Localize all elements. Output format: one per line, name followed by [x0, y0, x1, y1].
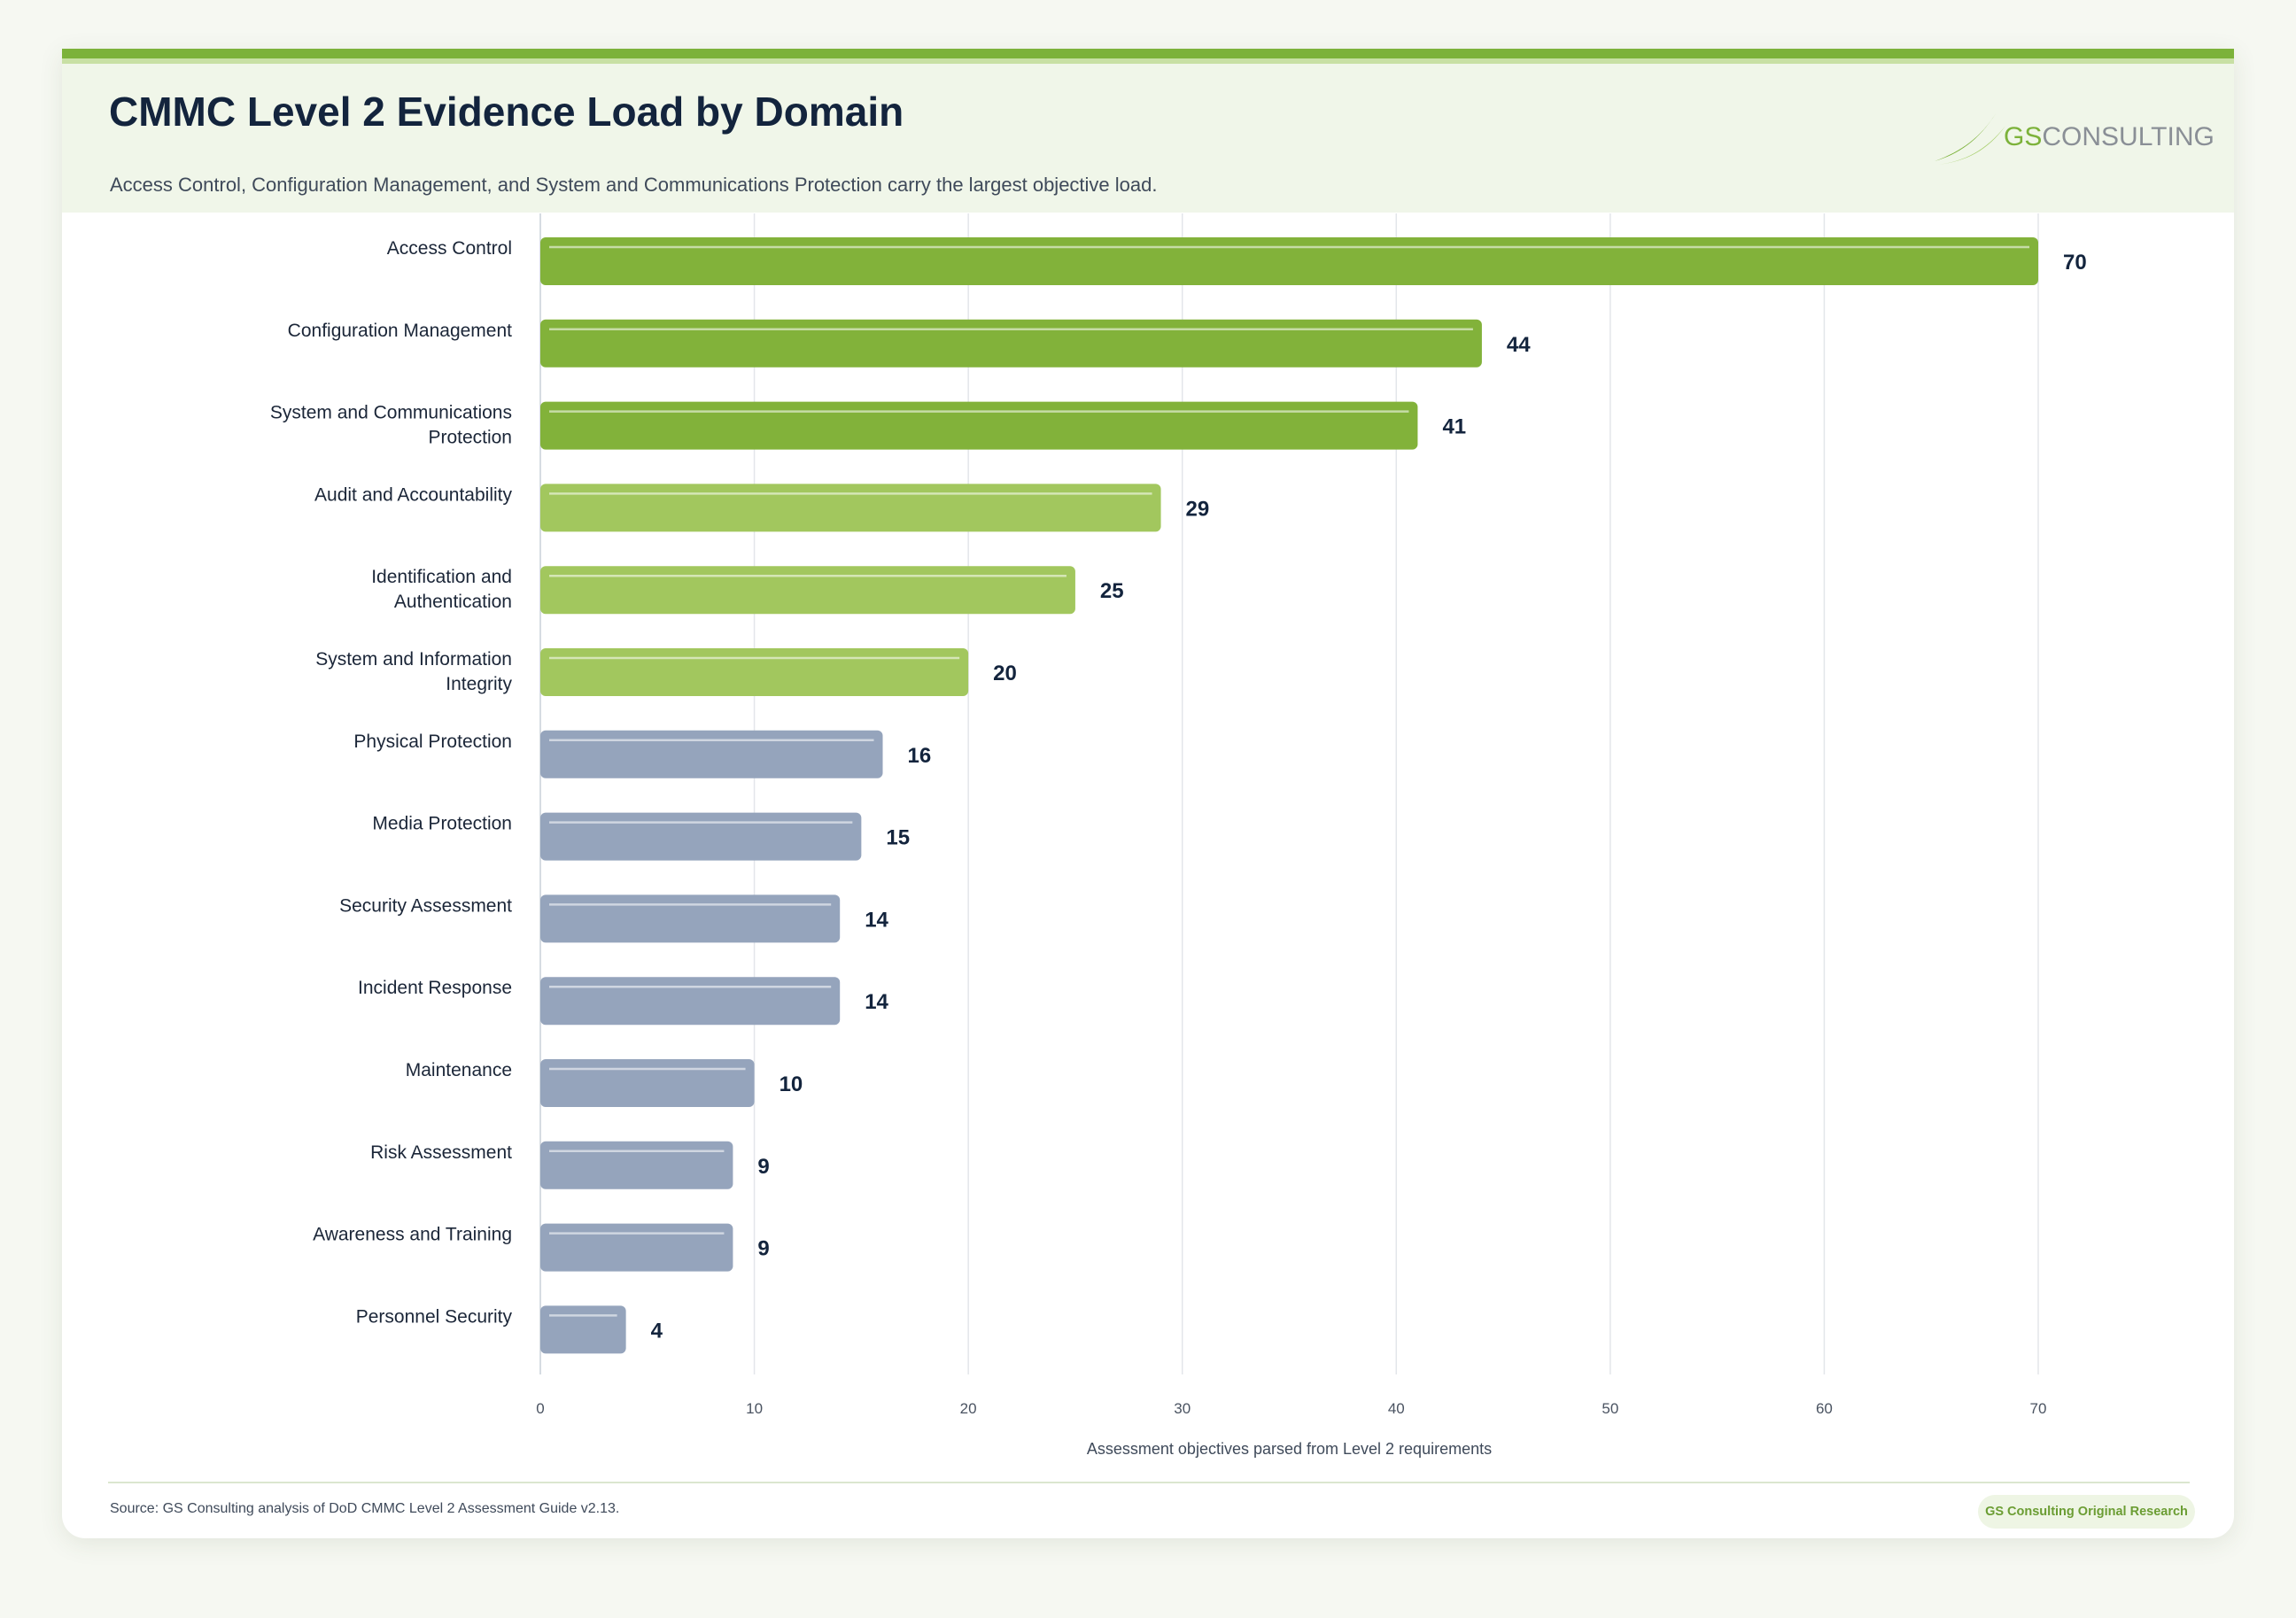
value-label: 4	[651, 1319, 663, 1343]
value-label: 25	[1100, 579, 1124, 603]
value-label: 20	[993, 662, 1017, 685]
bar	[540, 566, 1075, 615]
category-label: Physical Protection	[353, 732, 512, 752]
value-label: 44	[1507, 333, 1531, 357]
logo-text-gs: GS	[2004, 122, 2043, 151]
category-label: System and Communications Protection	[270, 403, 512, 448]
source-note: Source: GS Consulting analysis of DoD CM…	[110, 1501, 620, 1516]
category-label: Security Assessment	[339, 895, 512, 916]
category-label: Risk Assessment	[370, 1142, 512, 1163]
bar	[540, 1223, 733, 1272]
gridlines	[539, 213, 2039, 1374]
category-label: System and Information Integrity	[315, 649, 512, 694]
bars	[540, 237, 2038, 1354]
chart-subtitle: Access Control, Configuration Management…	[110, 174, 1158, 196]
x-axis-ticks: 0 10 20 30 40 50 60 70	[536, 1400, 2046, 1417]
category-label: Media Protection	[372, 814, 512, 834]
x-axis-title: Assessment objectives parsed from Level …	[1087, 1440, 1492, 1458]
logo-text-consulting: CONSULTING	[2042, 122, 2215, 151]
value-label: 16	[908, 744, 932, 768]
bar	[540, 237, 2038, 285]
bar	[540, 401, 1418, 450]
accent-bar-light	[62, 58, 2234, 64]
bar	[540, 812, 862, 861]
chart-card: CMMC Level 2 Evidence Load by Domain Acc…	[62, 49, 2234, 1538]
value-label: 14	[865, 990, 888, 1014]
bar-chart: Access Control Configuration Management Sy…	[270, 213, 2087, 1458]
x-tick-label: 50	[1602, 1400, 1618, 1417]
value-label: 10	[780, 1072, 803, 1096]
value-label: 41	[1442, 415, 1466, 439]
value-label: 9	[757, 1155, 769, 1179]
bar	[540, 1059, 755, 1107]
accent-bar	[62, 49, 2234, 58]
x-tick-label: 0	[536, 1400, 544, 1417]
value-label: 14	[865, 908, 888, 932]
category-label: Awareness and Training	[313, 1225, 512, 1245]
footer-divider	[108, 1482, 2190, 1483]
value-label: 70	[2063, 251, 2087, 275]
bar	[540, 1141, 733, 1189]
bar	[540, 1305, 626, 1354]
chart-title: CMMC Level 2 Evidence Load by Domain	[109, 89, 904, 135]
x-tick-label: 30	[1174, 1400, 1191, 1417]
category-label: Configuration Management	[288, 321, 512, 341]
x-tick-label: 60	[1816, 1400, 1833, 1417]
chart-header: CMMC Level 2 Evidence Load by Domain Acc…	[62, 64, 2234, 213]
value-labels: 70 44 41 29 25 20 16 15 14 14 10 9 9 4	[651, 251, 2087, 1343]
category-label: Identification and Authentication	[371, 567, 512, 612]
bar	[540, 484, 1161, 532]
bar	[540, 730, 883, 778]
x-tick-label: 20	[960, 1400, 977, 1417]
x-tick-label: 10	[746, 1400, 763, 1417]
bar	[540, 977, 841, 1026]
research-badge: GS Consulting Original Research	[1978, 1495, 2195, 1529]
bar	[540, 894, 841, 943]
value-label: 15	[886, 826, 910, 850]
category-label: Personnel Security	[356, 1306, 513, 1327]
category-label: Maintenance	[406, 1060, 512, 1080]
value-label: 9	[757, 1237, 769, 1261]
bar	[540, 319, 1482, 368]
gs-consulting-logo: GSCONSULTING	[1933, 99, 2215, 170]
logo-wordmark: GSCONSULTING	[2004, 122, 2215, 152]
category-label: Audit and Accountability	[314, 484, 512, 505]
x-tick-label: 70	[2030, 1400, 2047, 1417]
bar	[540, 648, 969, 696]
category-label: Incident Response	[358, 978, 512, 998]
category-label: Access Control	[387, 238, 512, 259]
value-label: 29	[1186, 497, 1210, 521]
category-labels: Access Control Configuration Management Sy…	[270, 238, 513, 1327]
x-tick-label: 40	[1388, 1400, 1405, 1417]
